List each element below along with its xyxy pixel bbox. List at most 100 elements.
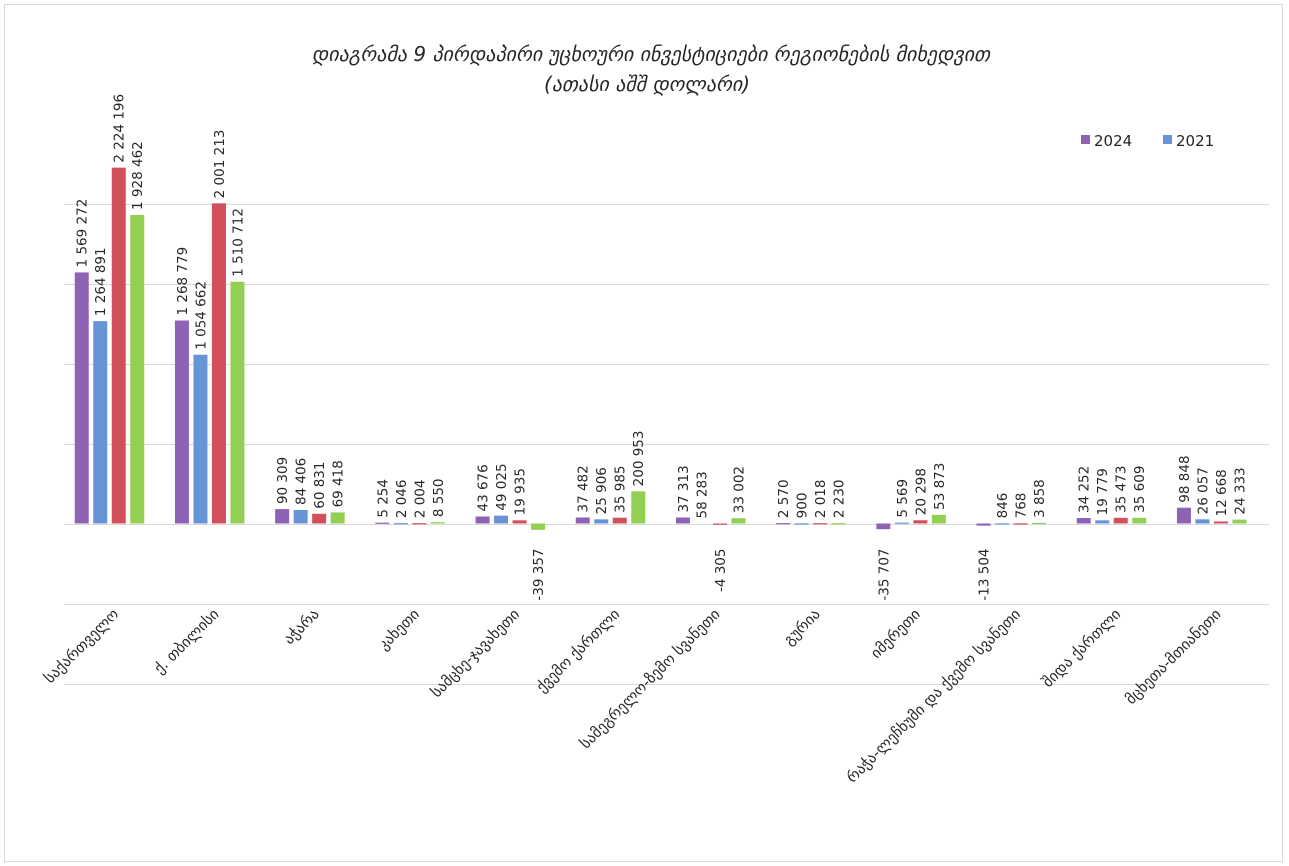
bar xyxy=(594,519,609,524)
data-label: 26 057 xyxy=(1195,467,1211,514)
bar xyxy=(211,203,226,524)
bar xyxy=(876,523,891,530)
chart-subtitle: (ათასი აშშ დოლარი) xyxy=(544,72,750,96)
data-labels: 1 569 272 1 268 779 90 309 5 254 43 676 37 48… xyxy=(75,94,1249,601)
data-label: 37 313 xyxy=(676,465,692,512)
bar xyxy=(412,523,427,525)
bar xyxy=(393,523,408,525)
bar xyxy=(995,523,1010,525)
bar xyxy=(1032,522,1047,525)
bar xyxy=(1232,519,1247,524)
legend-label: 2021 xyxy=(1176,132,1214,150)
category-tick-label: საქართველო xyxy=(40,605,122,687)
bar xyxy=(1132,517,1147,524)
bar xyxy=(111,167,126,524)
data-label: 69 418 xyxy=(331,460,347,507)
data-label: -13 504 xyxy=(977,549,993,601)
data-label: -4 305 xyxy=(713,549,729,593)
data-label: 1 928 462 xyxy=(130,141,146,210)
bar xyxy=(894,522,909,524)
gridlines xyxy=(64,204,1269,685)
data-label: 90 309 xyxy=(275,457,291,504)
data-label: 49 025 xyxy=(494,463,510,510)
data-label: 1 054 662 xyxy=(193,281,209,350)
bar xyxy=(512,520,527,524)
bar xyxy=(475,516,490,524)
data-label: 2 046 xyxy=(394,480,410,519)
category-tick-label: იმერეთი xyxy=(867,605,924,662)
data-label: 200 953 xyxy=(631,431,647,487)
bar xyxy=(1095,520,1110,524)
data-label: 19 779 xyxy=(1095,468,1111,515)
data-label: 35 473 xyxy=(1114,466,1130,513)
category-tick-label: სამცხე-ჯავახეთი xyxy=(427,605,523,701)
bar xyxy=(976,523,991,526)
bar xyxy=(1213,521,1228,524)
data-label: 1 510 712 xyxy=(230,208,246,277)
legend-swatch xyxy=(1163,135,1172,144)
bar xyxy=(312,513,327,524)
bar xyxy=(531,523,546,530)
data-label: 2 224 196 xyxy=(112,94,128,163)
bar xyxy=(130,214,145,524)
data-label: -35 707 xyxy=(876,549,892,601)
data-label: 33 002 xyxy=(731,466,747,513)
bar xyxy=(230,281,245,524)
category-tick-labels: საქართველო ქ. თბილისი აჭარა კახეთი სამცხე-ჯა… xyxy=(40,605,1224,786)
data-label: 2 230 xyxy=(832,479,848,518)
data-label: 84 406 xyxy=(294,458,310,505)
bar xyxy=(1176,507,1191,524)
data-label: 2 004 xyxy=(412,480,428,519)
legend-swatch xyxy=(1081,135,1090,144)
bar xyxy=(731,518,746,524)
data-label: 2 018 xyxy=(813,480,829,519)
bar xyxy=(1195,519,1210,524)
data-label: 768 xyxy=(1014,493,1030,519)
bar xyxy=(712,523,727,525)
data-label: -39 357 xyxy=(531,549,547,601)
bar xyxy=(675,517,690,524)
bar xyxy=(375,522,390,524)
data-label: 35 985 xyxy=(613,465,629,512)
data-label: 900 xyxy=(795,493,811,519)
bar xyxy=(193,354,208,524)
bar xyxy=(293,509,308,524)
data-label: 25 906 xyxy=(594,467,610,514)
data-label: 60 831 xyxy=(312,462,328,509)
data-label: 37 482 xyxy=(576,465,592,512)
bar xyxy=(174,320,189,524)
category-tick-label: ქვემო ქართლი xyxy=(533,605,624,696)
chart-title: დიაგრამა 9 პირდაპირი უცხოური ინვესტიციებ… xyxy=(312,42,992,66)
bar xyxy=(931,514,946,524)
category-tick-label: შიდა ქართლი xyxy=(1039,605,1125,691)
data-label: 1 569 272 xyxy=(75,199,91,268)
data-label: 19 935 xyxy=(513,468,529,515)
data-label: 20 298 xyxy=(913,468,929,515)
data-label: 2 570 xyxy=(776,479,792,518)
legend-label: 2024 xyxy=(1094,132,1132,150)
data-label: 53 873 xyxy=(932,463,948,510)
data-label: 3 858 xyxy=(1032,479,1048,518)
bar xyxy=(494,515,509,524)
data-label: 12 668 xyxy=(1214,469,1230,516)
category-tick-label: გურია xyxy=(780,605,824,649)
bar xyxy=(831,523,846,525)
data-label: 5 254 xyxy=(375,479,391,518)
category-tick-label: ქ. თბილისი xyxy=(150,605,222,677)
bar xyxy=(74,272,89,524)
data-label: 1 268 779 xyxy=(175,247,191,316)
data-label: 5 569 xyxy=(895,479,911,518)
bar xyxy=(1013,523,1028,525)
bar xyxy=(1076,518,1091,524)
bar xyxy=(93,321,108,524)
chart-svg: დიაგრამა 9 პირდაპირი უცხოური ინვესტიციებ… xyxy=(40,42,1269,786)
bar xyxy=(575,517,590,524)
bar xyxy=(430,522,445,524)
category-tick-label: მცხეთა-მთიანეთი xyxy=(1122,605,1225,708)
bars xyxy=(74,167,1247,530)
bar xyxy=(612,517,627,524)
category-tick-label: კახეთი xyxy=(374,605,423,654)
chart-frame: დიაგრამა 9 პირდაპირი უცხოური ინვესტიციებ… xyxy=(4,4,1283,862)
data-label: 98 848 xyxy=(1177,455,1193,502)
data-label: 43 676 xyxy=(476,464,492,511)
